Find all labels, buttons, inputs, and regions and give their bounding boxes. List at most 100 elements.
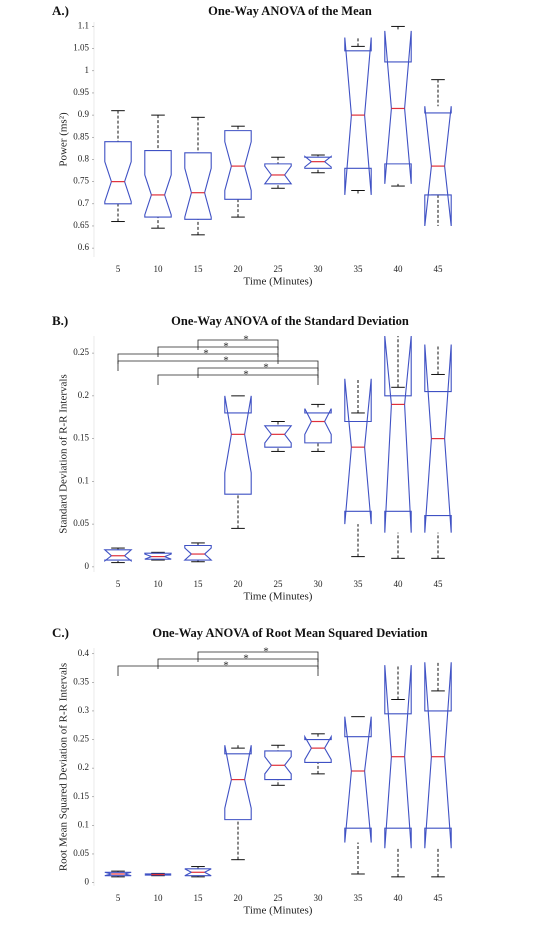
notched-box bbox=[184, 152, 212, 220]
x-tick-label: 15 bbox=[194, 579, 204, 589]
notched-box bbox=[424, 662, 452, 849]
chart-title: One-Way ANOVA of Root Mean Squared Devia… bbox=[152, 626, 427, 640]
significance-label: * bbox=[223, 660, 229, 672]
y-tick-label: 0.35 bbox=[73, 676, 89, 686]
notched-box bbox=[144, 150, 172, 218]
notched-box bbox=[263, 425, 293, 448]
y-axis-label: Root Mean Squared Deviation of R-R Inter… bbox=[58, 663, 70, 871]
y-tick-label: 0.95 bbox=[73, 87, 89, 97]
panel-label: B.) bbox=[52, 313, 68, 328]
x-tick-label: 5 bbox=[116, 579, 121, 589]
notched-box bbox=[304, 734, 332, 763]
significance-label: * bbox=[243, 334, 249, 346]
y-tick-label: 0.2 bbox=[78, 762, 89, 772]
y-tick-label: 0.85 bbox=[73, 131, 89, 141]
y-tick-label: 0.7 bbox=[78, 198, 90, 208]
notched-box bbox=[264, 750, 292, 781]
significance-bracket bbox=[117, 353, 279, 364]
panel-label: C.) bbox=[52, 625, 69, 640]
chart-title: One-Way ANOVA of the Mean bbox=[208, 4, 372, 18]
x-tick-label: 30 bbox=[314, 264, 324, 274]
x-tick-label: 35 bbox=[354, 893, 364, 903]
notched-box bbox=[104, 141, 132, 205]
significance-label: * bbox=[263, 362, 269, 374]
notched-box bbox=[224, 745, 252, 821]
y-tick-label: 0.8 bbox=[78, 154, 90, 164]
y-axis-label: Power (ms²) bbox=[58, 112, 70, 167]
x-tick-label: 20 bbox=[234, 579, 244, 589]
x-tick-label: 25 bbox=[274, 264, 284, 274]
y-tick-label: 0.25 bbox=[73, 347, 89, 357]
y-tick-label: 0.1 bbox=[78, 819, 89, 829]
significance-bracket bbox=[197, 339, 279, 350]
notched-box bbox=[103, 549, 133, 563]
x-tick-label: 20 bbox=[234, 893, 244, 903]
y-tick-label: 0.3 bbox=[78, 705, 90, 715]
notched-box bbox=[304, 408, 332, 444]
notched-box bbox=[144, 552, 172, 560]
significance-label: * bbox=[263, 646, 269, 658]
y-tick-label: 0.05 bbox=[73, 848, 89, 858]
y-tick-label: 0 bbox=[85, 877, 90, 887]
x-tick-label: 10 bbox=[154, 893, 164, 903]
x-tick-label: 25 bbox=[274, 893, 284, 903]
y-tick-label: 0 bbox=[85, 561, 90, 571]
x-tick-label: 15 bbox=[194, 893, 204, 903]
significance-label: * bbox=[203, 348, 209, 360]
x-tick-label: 30 bbox=[314, 893, 324, 903]
x-tick-label: 10 bbox=[154, 579, 164, 589]
x-tick-label: 35 bbox=[354, 264, 364, 274]
x-tick-label: 10 bbox=[154, 264, 164, 274]
x-tick-label: 30 bbox=[314, 579, 324, 589]
y-tick-label: 1.05 bbox=[73, 43, 89, 53]
significance-bracket bbox=[197, 367, 319, 378]
x-tick-label: 35 bbox=[354, 579, 364, 589]
significance-bracket bbox=[117, 360, 319, 371]
y-tick-label: 1.1 bbox=[78, 20, 89, 30]
x-tick-label: 5 bbox=[116, 264, 121, 274]
y-tick-label: 1 bbox=[85, 65, 90, 75]
y-tick-label: 0.25 bbox=[73, 734, 89, 744]
y-tick-label: 0.65 bbox=[73, 220, 89, 230]
x-tick-label: 25 bbox=[274, 579, 284, 589]
notched-box bbox=[263, 163, 293, 185]
notched-box bbox=[304, 155, 332, 169]
y-axis-label: Standard Deviation of R-R Intervals bbox=[58, 374, 70, 533]
notched-box bbox=[344, 37, 372, 195]
x-tick-label: 15 bbox=[194, 264, 204, 274]
x-tick-label: 45 bbox=[434, 264, 444, 274]
y-tick-label: 0.05 bbox=[73, 518, 89, 528]
y-tick-label: 0.6 bbox=[78, 242, 90, 252]
y-tick-label: 0.75 bbox=[73, 176, 89, 186]
significance-label: * bbox=[223, 355, 229, 367]
x-tick-label: 40 bbox=[394, 264, 404, 274]
significance-bracket bbox=[117, 665, 319, 676]
x-tick-label: 45 bbox=[434, 893, 444, 903]
x-tick-label: 20 bbox=[234, 264, 244, 274]
notched-box bbox=[384, 665, 412, 849]
x-tick-label: 5 bbox=[116, 893, 121, 903]
notched-box bbox=[183, 544, 213, 561]
notched-box bbox=[224, 130, 252, 200]
y-tick-label: 0.1 bbox=[78, 475, 89, 485]
x-tick-label: 40 bbox=[394, 579, 404, 589]
significance-label: * bbox=[243, 653, 249, 665]
significance-bracket bbox=[197, 651, 319, 662]
y-tick-label: 0.2 bbox=[78, 390, 89, 400]
x-tick-label: 40 bbox=[394, 893, 404, 903]
significance-label: * bbox=[223, 341, 229, 353]
y-tick-label: 0.15 bbox=[73, 433, 89, 443]
notched-box bbox=[224, 395, 252, 495]
significance-bracket bbox=[157, 346, 279, 357]
notched-box bbox=[424, 106, 452, 227]
notched-box bbox=[424, 344, 452, 533]
x-axis-label: Time (Minutes) bbox=[244, 276, 313, 288]
x-axis-label: Time (Minutes) bbox=[244, 905, 313, 917]
notched-box bbox=[344, 716, 372, 843]
notched-box bbox=[384, 30, 412, 184]
significance-label: * bbox=[243, 369, 249, 381]
y-tick-label: 0.9 bbox=[78, 109, 90, 119]
y-tick-label: 0.15 bbox=[73, 791, 89, 801]
x-tick-label: 45 bbox=[434, 579, 444, 589]
